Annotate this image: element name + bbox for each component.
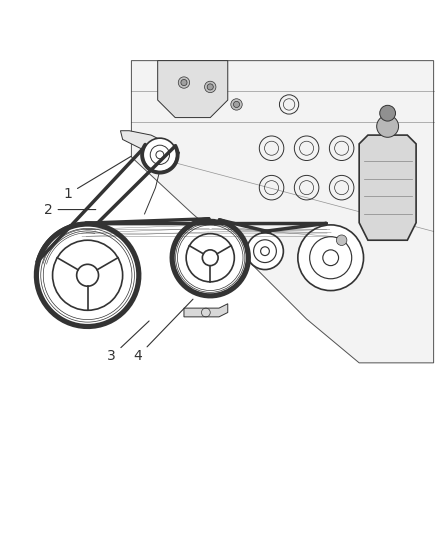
Circle shape (298, 225, 364, 290)
Circle shape (173, 221, 247, 295)
Circle shape (233, 101, 240, 108)
Polygon shape (131, 61, 434, 363)
Text: 1: 1 (64, 156, 131, 201)
Text: 4: 4 (134, 299, 193, 364)
Circle shape (380, 106, 396, 121)
Text: 3: 3 (107, 321, 149, 364)
Polygon shape (184, 304, 228, 317)
Circle shape (247, 233, 283, 270)
Text: 2: 2 (44, 203, 96, 216)
Circle shape (231, 99, 242, 110)
Polygon shape (158, 61, 228, 118)
Circle shape (181, 79, 187, 86)
Circle shape (178, 77, 190, 88)
Polygon shape (359, 135, 416, 240)
Circle shape (37, 225, 138, 326)
Polygon shape (120, 131, 180, 161)
Circle shape (143, 138, 177, 172)
Circle shape (205, 81, 216, 93)
Circle shape (377, 115, 399, 138)
Circle shape (207, 84, 213, 90)
Circle shape (336, 235, 347, 246)
